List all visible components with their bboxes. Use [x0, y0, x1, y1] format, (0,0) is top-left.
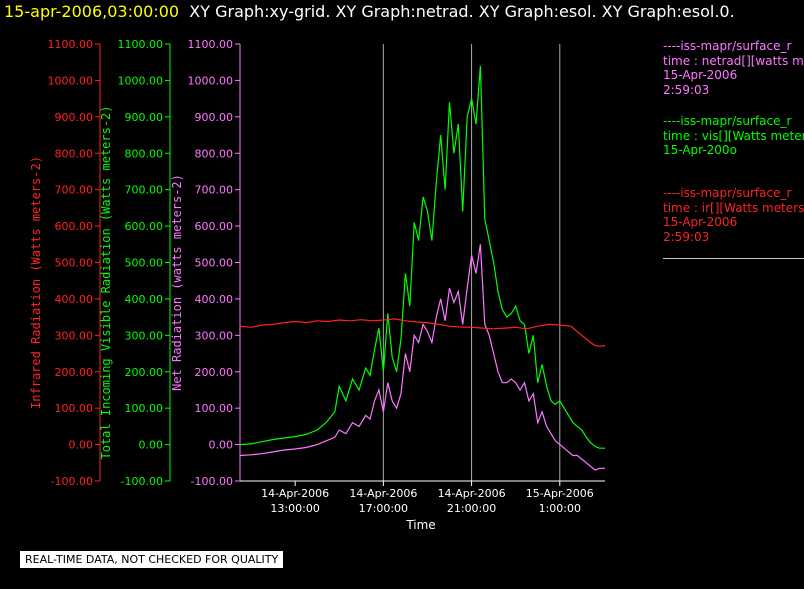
netrad-tick-label-6: 500.00 [195, 257, 234, 270]
netrad-axis-label: Net Radiation (watts meters-2) [170, 174, 184, 391]
ir-tick-label-1: 0.00 [69, 439, 94, 452]
title-bar: 15-apr-2006,03:00:00 XY Graph:xy-grid. X… [4, 2, 735, 21]
x-tick-label-0-0: 14-Apr-2006 [261, 487, 329, 500]
ir-tick-label-5: 400.00 [55, 293, 94, 306]
legend-vis: ----iss-mapr/surface_r time : vis[][Watt… [663, 114, 804, 158]
vis-tick-label-9: 800.00 [125, 147, 164, 160]
vis-tick-label-8: 700.00 [125, 184, 164, 197]
ir-tick-label-7: 600.00 [55, 220, 94, 233]
ir-axis-label: Infrared Radiation (Watts meters-2) [29, 156, 43, 409]
legend-netrad-source: ----iss-mapr/surface_r [663, 39, 792, 53]
netrad-tick-label-10: 900.00 [195, 111, 234, 124]
vis-tick-label-11: 1000.00 [118, 74, 164, 87]
vis-axis-label: Total Incoming Visible Radiation (Watts … [99, 105, 113, 459]
legend-divider [663, 258, 804, 259]
vis-tick-label-0: -100.00 [121, 475, 163, 488]
x-tick-label-2-1: 21:00:00 [447, 502, 496, 515]
ir-tick-label-9: 800.00 [55, 147, 94, 160]
vis-tick-label-3: 200.00 [125, 366, 164, 379]
netrad-tick-label-1: 0.00 [209, 439, 234, 452]
x-tick-label-3-0: 15-Apr-2006 [526, 487, 594, 500]
x-axis-label: Time [405, 518, 435, 532]
legend-netrad-time: 2:59:03 [663, 82, 710, 97]
netrad-tick-label-3: 200.00 [195, 366, 234, 379]
quality-note: REAL-TIME DATA, NOT CHECKED FOR QUALITY [20, 551, 284, 568]
legend-vis-variable: time : vis[][Watts meter [663, 128, 804, 143]
ir-tick-label-0: -100.00 [51, 475, 93, 488]
ir-tick-label-2: 100.00 [55, 402, 94, 415]
vis-tick-label-12: 1100.00 [118, 38, 164, 51]
ir-tick-label-8: 700.00 [55, 184, 94, 197]
vis-tick-label-6: 500.00 [125, 257, 164, 270]
series-vis-line [239, 65, 605, 449]
legend-netrad-variable: time : netrad[][watts m [663, 53, 804, 68]
legend-ir: ----iss-mapr/surface_r time : ir[][Watts… [663, 186, 804, 244]
ir-tick-label-3: 200.00 [55, 366, 94, 379]
netrad-tick-label-0: -100.00 [191, 475, 233, 488]
netrad-tick-label-11: 1000.00 [188, 74, 234, 87]
legend-ir-variable: time : ir[][Watts meters [663, 200, 804, 215]
x-tick-label-1-1: 17:00:00 [359, 502, 408, 515]
series-ir-line [239, 318, 606, 347]
vis-tick-label-2: 100.00 [125, 402, 164, 415]
x-tick-label-1-0: 14-Apr-2006 [349, 487, 417, 500]
ir-tick-label-4: 300.00 [55, 329, 94, 342]
netrad-tick-label-4: 300.00 [195, 329, 234, 342]
netrad-tick-label-2: 100.00 [195, 402, 234, 415]
netrad-tick-label-9: 800.00 [195, 147, 234, 160]
legend-netrad-date: 15-Apr-2006 [663, 68, 738, 82]
ir-tick-label-6: 500.00 [55, 257, 94, 270]
vis-tick-label-1: 0.00 [139, 439, 164, 452]
legend-ir-time: 2:59:03 [663, 229, 710, 244]
legend-netrad: ----iss-mapr/surface_r time : netrad[][w… [663, 39, 804, 97]
legend-ir-source: ----iss-mapr/surface_r [663, 186, 792, 200]
legend-ir-date: 15-Apr-2006 [663, 215, 738, 229]
ir-tick-label-11: 1000.00 [48, 74, 94, 87]
header-graph-list: XY Graph:xy-grid. XY Graph:netrad. XY Gr… [189, 2, 735, 21]
series-netrad-line [239, 244, 605, 471]
vis-tick-label-4: 300.00 [125, 329, 164, 342]
netrad-tick-label-7: 600.00 [195, 220, 234, 233]
header-timestamp: 15-apr-2006,03:00:00 [4, 2, 180, 21]
ir-tick-label-10: 900.00 [55, 111, 94, 124]
vis-tick-label-10: 900.00 [125, 111, 164, 124]
legend-vis-date: 15-Apr-200o [663, 143, 737, 157]
vis-tick-label-5: 400.00 [125, 293, 164, 306]
x-tick-label-3-1: 1:00:00 [539, 502, 581, 515]
legend-vis-source: ----iss-mapr/surface_r [663, 114, 792, 128]
x-tick-label-0-1: 13:00:00 [270, 502, 319, 515]
ir-tick-label-12: 1100.00 [48, 38, 94, 51]
netrad-tick-label-12: 1100.00 [188, 38, 234, 51]
netrad-tick-label-8: 700.00 [195, 184, 234, 197]
vis-tick-label-7: 600.00 [125, 220, 164, 233]
x-tick-label-2-0: 14-Apr-2006 [438, 487, 506, 500]
netrad-tick-label-5: 400.00 [195, 293, 234, 306]
